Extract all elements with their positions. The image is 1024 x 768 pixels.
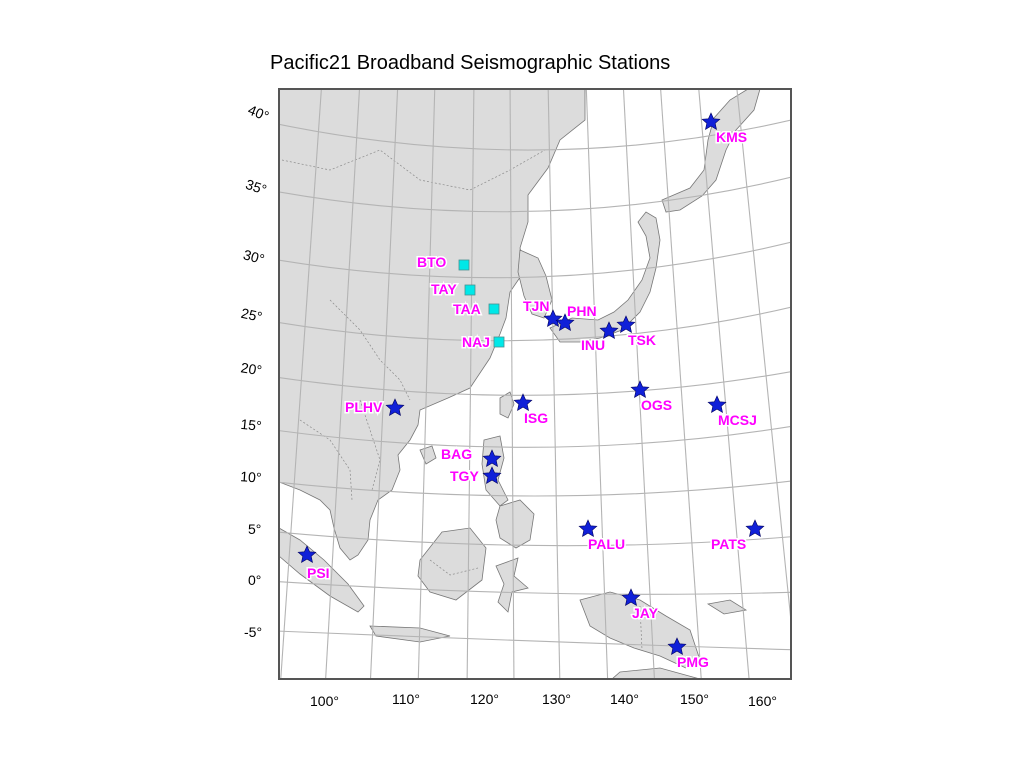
land-korea: [517, 249, 553, 319]
square-icon: [464, 284, 476, 296]
land-java: [369, 625, 451, 643]
lat-label-30: 30°: [242, 246, 267, 267]
station-plhv: PLHV: [344, 398, 405, 417]
station-label: TAA: [453, 301, 481, 317]
graticule-parallels: [279, 119, 791, 651]
station-label: PLHV: [345, 399, 383, 415]
land-mindanao: [495, 499, 535, 549]
lat-label-20: 20°: [240, 359, 263, 378]
station-palu: PALU: [578, 519, 627, 554]
lat-label-5: 5°: [248, 521, 261, 537]
lon-label-160: 160°: [748, 693, 777, 709]
stations-layer: KMS BTO TAY TAA NAJ TJN PHN INU TSK PLHV ISG OGS MCS…: [297, 112, 765, 672]
station-label: MCSJ: [718, 412, 757, 428]
station-jay: JAY: [621, 588, 660, 623]
land-taiwan: [499, 391, 515, 419]
land-sumatra: [279, 527, 365, 613]
lat-label-minus5: -5°: [244, 624, 262, 640]
station-label: TGY: [450, 468, 479, 484]
station-label: PSI: [307, 565, 330, 581]
lon-label-120: 120°: [470, 691, 499, 707]
land-luzon: [481, 435, 509, 507]
map-title: Pacific21 Broadband Seismographic Statio…: [270, 52, 671, 74]
lat-label-10: 10°: [240, 468, 262, 485]
station-label: KMS: [716, 129, 747, 145]
station-tay: TAY: [430, 280, 476, 299]
station-label: PMG: [677, 654, 709, 670]
station-tjn: TJN: [522, 297, 563, 327]
station-label: OGS: [641, 397, 672, 413]
station-isg: ISG: [513, 393, 550, 428]
station-label: PATS: [711, 536, 746, 552]
lon-label-140: 140°: [610, 691, 639, 707]
station-tgy: TGY: [449, 466, 502, 486]
station-label: JAY: [632, 605, 659, 621]
land-masses: [279, 89, 761, 679]
station-naj: NAJ: [461, 333, 505, 352]
land-bismarck: [706, 599, 748, 615]
lon-label-150: 150°: [680, 691, 709, 707]
longitude-labels: 100° 110° 120° 130° 140° 150° 160°: [310, 691, 777, 709]
station-pats: PATS: [710, 519, 765, 554]
station-bto: BTO: [416, 253, 470, 272]
lon-label-130: 130°: [542, 691, 571, 707]
station-label: INU: [581, 337, 605, 353]
square-icon: [493, 336, 505, 348]
station-tsk: TSK: [616, 315, 658, 350]
lat-label-15: 15°: [240, 416, 263, 434]
station-inu: INU: [580, 321, 619, 355]
station-kms: KMS: [701, 112, 749, 147]
latitude-labels: 40° 35° 30° 25° 20° 15° 10° 5° 0° -5°: [240, 101, 272, 640]
station-ogs: OGS: [630, 380, 674, 415]
lat-label-40: 40°: [246, 101, 272, 124]
lon-label-110: 110°: [392, 691, 420, 707]
station-label: PALU: [588, 536, 625, 552]
lon-label-100: 100°: [310, 693, 339, 709]
station-label: BAG: [441, 446, 472, 462]
station-pmg: PMG: [667, 637, 711, 672]
station-label: ISG: [524, 410, 548, 426]
station-label: NAJ: [462, 334, 490, 350]
station-bag: BAG: [440, 445, 502, 467]
land-hokkaido-sakhalin: [661, 89, 761, 213]
square-icon: [488, 303, 500, 315]
land-asia-mainland: [279, 89, 586, 561]
lat-label-0: 0°: [248, 572, 261, 588]
station-label: PHN: [567, 303, 597, 319]
station-label: TAY: [431, 281, 457, 297]
station-phn: PHN: [555, 302, 598, 331]
land-australia-tip: [611, 667, 701, 679]
square-icon: [458, 259, 470, 271]
station-mcsj: MCSJ: [707, 395, 758, 430]
station-taa: TAA: [452, 300, 500, 319]
station-label: TJN: [523, 298, 549, 314]
station-label: TSK: [628, 332, 656, 348]
lat-label-25: 25°: [240, 305, 264, 325]
lat-label-35: 35°: [244, 176, 269, 198]
map-frame: [278, 88, 792, 680]
station-psi: PSI: [297, 545, 331, 583]
station-label: BTO: [417, 254, 446, 270]
